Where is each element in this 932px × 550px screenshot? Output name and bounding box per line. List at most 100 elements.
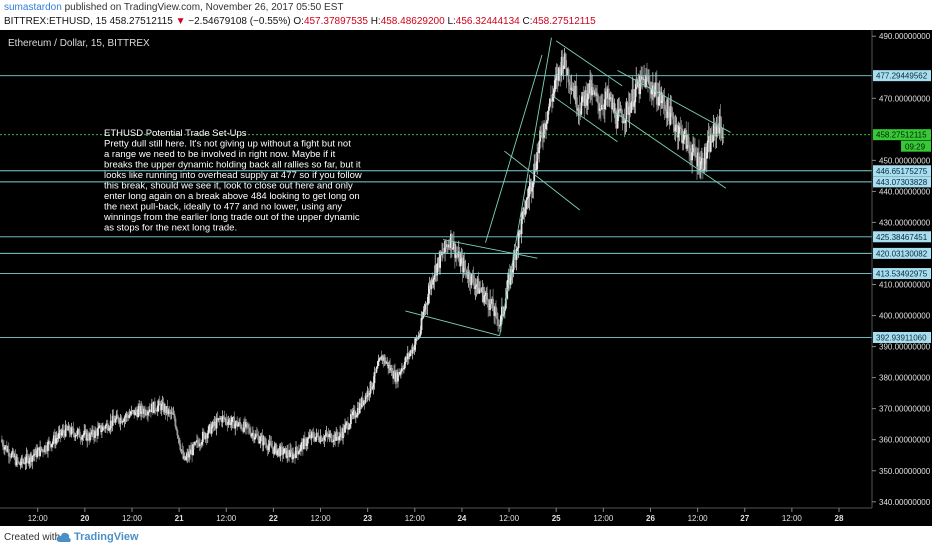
candle-body xyxy=(571,87,574,91)
candle-body xyxy=(60,433,63,436)
candle-body xyxy=(718,116,721,134)
candle-body xyxy=(209,424,212,434)
candle-body xyxy=(381,355,384,361)
candle-body xyxy=(435,265,438,276)
trend-line xyxy=(612,110,727,189)
candle-body xyxy=(410,350,413,354)
tradingview-brand[interactable]: TradingView xyxy=(74,531,139,543)
candle-body xyxy=(63,432,66,437)
candle-body xyxy=(214,421,217,429)
candle-body xyxy=(404,356,407,362)
candle-body xyxy=(650,88,652,95)
candle-body xyxy=(217,418,220,420)
candle-body xyxy=(172,413,175,415)
candle-body xyxy=(689,147,692,156)
y-tick-label: 430.00000000 xyxy=(879,218,931,227)
candle-body xyxy=(468,271,471,283)
candle-body xyxy=(551,93,554,102)
level-price-tag xyxy=(873,176,931,188)
candle-body xyxy=(670,106,673,114)
candle-body xyxy=(421,317,424,319)
candle-body xyxy=(143,408,145,414)
candle-body xyxy=(227,421,230,425)
candle-body xyxy=(85,430,88,441)
candle-body xyxy=(89,432,92,441)
candle-body xyxy=(154,410,157,412)
candle-body xyxy=(467,271,470,279)
candle-body xyxy=(605,91,608,99)
candle-body xyxy=(65,425,68,429)
price-chart[interactable]: 477.29449562 446.65175275 443.07303828 425.… xyxy=(0,30,932,526)
candle-body xyxy=(517,232,520,248)
candle-body xyxy=(436,263,439,276)
candle-body xyxy=(693,144,695,148)
candle-body xyxy=(655,82,658,105)
candle-body xyxy=(497,319,499,326)
candle-body xyxy=(342,427,344,439)
candle-body xyxy=(105,423,108,426)
candle-body xyxy=(475,285,478,287)
candle-body xyxy=(546,120,548,124)
candle-body xyxy=(494,306,496,316)
candle-body xyxy=(77,429,80,431)
level-price-label: 420.03130082 xyxy=(876,249,928,258)
candle-body xyxy=(179,444,182,450)
candle-body xyxy=(314,436,317,441)
candle-body xyxy=(17,461,20,463)
candle-body xyxy=(163,406,166,413)
candle-body xyxy=(205,434,208,439)
candle-body xyxy=(460,257,463,259)
y-tick-label: 450.00000000 xyxy=(879,156,931,165)
candle-body xyxy=(145,413,147,415)
candle-body xyxy=(42,449,44,452)
candle-body xyxy=(103,427,106,429)
candle-body xyxy=(41,449,43,451)
candle-body xyxy=(274,444,277,447)
y-tick-label: 390.00000000 xyxy=(879,343,931,352)
candle-body xyxy=(262,437,265,446)
candle-body xyxy=(99,425,101,427)
candle-body xyxy=(650,89,653,95)
candle-body xyxy=(122,421,125,423)
candle-body xyxy=(267,445,270,451)
candle-body xyxy=(231,417,234,423)
candle-body xyxy=(694,147,696,156)
candle-body xyxy=(595,92,597,96)
chart-area[interactable]: 477.29449562 446.65175275 443.07303828 425.… xyxy=(0,30,932,526)
candle-body xyxy=(512,254,515,270)
candle-body xyxy=(14,455,17,466)
candle-body xyxy=(488,307,491,310)
candle-body xyxy=(600,104,603,110)
candle-body xyxy=(28,460,31,464)
y-tick-label: 380.00000000 xyxy=(879,374,931,383)
trend-line xyxy=(617,69,731,133)
candle-body xyxy=(305,443,308,446)
candle-body xyxy=(188,451,191,458)
candle-body xyxy=(429,285,432,290)
candle-body xyxy=(21,457,24,463)
candle-body xyxy=(279,445,282,457)
candle-body xyxy=(671,113,674,116)
candle-body xyxy=(403,361,406,369)
candle-body xyxy=(300,444,302,450)
candle-body xyxy=(87,433,90,439)
candle-body xyxy=(13,455,16,458)
candle-body xyxy=(478,288,481,294)
candle-body xyxy=(489,299,492,310)
candle-body xyxy=(104,425,107,429)
candle-body xyxy=(561,56,564,70)
candle-body xyxy=(2,446,5,450)
candle-body xyxy=(377,360,380,366)
author-link[interactable]: sumastardon xyxy=(4,2,62,13)
candle-body xyxy=(331,441,334,443)
candle-body xyxy=(210,426,213,434)
candle-body xyxy=(501,306,504,315)
candle-body xyxy=(618,108,621,111)
candle-body xyxy=(549,98,551,107)
candle-body xyxy=(679,125,682,128)
candle-body xyxy=(507,274,510,280)
candle-body xyxy=(134,409,137,416)
candle-body xyxy=(249,428,251,433)
candle-body xyxy=(271,447,274,449)
candle-body xyxy=(44,445,46,452)
